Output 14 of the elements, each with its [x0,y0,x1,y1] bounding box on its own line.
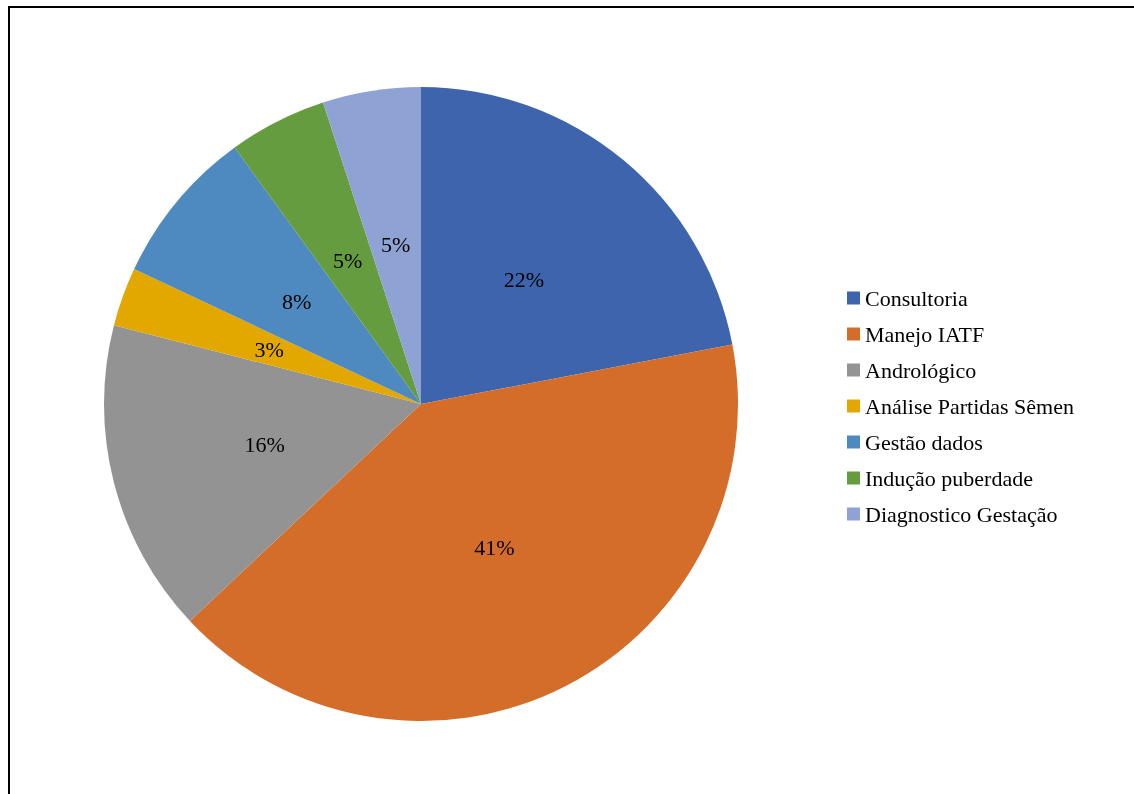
legend-label: Andrológico [865,357,977,383]
data-label: 5% [333,247,363,273]
legend-label: Indução puberdade [865,465,1033,491]
data-label: 41% [474,535,515,561]
legend-label: Diagnostico Gestação [865,501,1058,527]
legend-label: Consultoria [865,285,968,311]
legend-label: Análise Partidas Sêmen [865,393,1074,419]
data-label: 8% [281,288,312,314]
legend-label: Manejo IATF [865,321,985,347]
legend-label: Gestão dados [865,429,983,455]
data-label: 16% [244,431,285,457]
data-label: 22% [503,267,545,293]
data-label: 3% [254,336,284,362]
data-label: 5% [381,231,411,257]
